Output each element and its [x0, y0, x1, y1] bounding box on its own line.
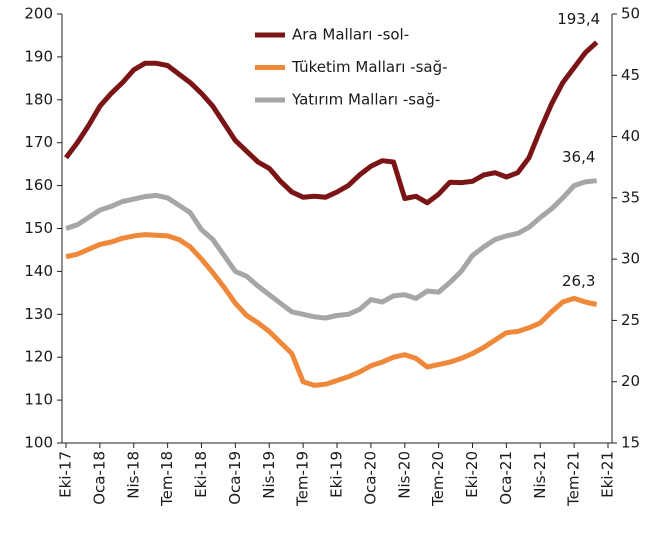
y-tick-label: 190 — [24, 47, 53, 65]
x-tick-label: Oca-21 — [497, 451, 515, 505]
legend-label: Ara Malları -sol- — [292, 26, 409, 44]
y-tick-label: 160 — [24, 176, 53, 194]
y2-tick-label: 35 — [621, 188, 640, 206]
y2-tick-label: 25 — [621, 311, 640, 329]
x-tick-label: Nis-19 — [260, 451, 278, 499]
x-tick-label: Eki-20 — [463, 451, 481, 498]
y-tick-label: 150 — [24, 219, 53, 237]
y2-tick-label: 40 — [621, 127, 640, 145]
y-tick-label: 170 — [24, 133, 53, 151]
series-line — [65, 178, 597, 321]
x-tick-label: Eki-18 — [192, 451, 210, 498]
y-tick-label: 100 — [24, 434, 53, 452]
y-tick-label: 200 — [24, 5, 53, 23]
data-label: 193,4 — [557, 10, 600, 28]
series-line — [65, 232, 598, 388]
x-tick-label: Oca-20 — [361, 451, 379, 505]
legend-label: Yatırım Malları -sağ- — [291, 91, 440, 109]
x-tick-label: Eki-17 — [57, 451, 75, 498]
x-tick-label: Oca-19 — [226, 451, 244, 505]
y2-tick-label: 20 — [621, 372, 640, 390]
y-tick-label: 130 — [24, 305, 53, 323]
data-label: 26,3 — [562, 272, 595, 290]
x-tick-label: Eki-21 — [599, 451, 617, 498]
y-tick-label: 110 — [24, 391, 53, 409]
x-tick-label: Nis-18 — [124, 451, 142, 499]
legend-label: Tüketim Malları -sağ- — [291, 58, 448, 76]
y-tick-label: 180 — [24, 90, 53, 108]
x-tick-label: Tem-18 — [158, 451, 176, 507]
data-label: 36,4 — [562, 148, 595, 166]
y2-tick-label: 30 — [621, 250, 640, 268]
x-tick-label: Tem-21 — [565, 451, 583, 507]
y-tick-label: 140 — [24, 262, 53, 280]
x-tick-label: Nis-21 — [531, 451, 549, 499]
x-tick-label: Oca-18 — [90, 451, 108, 505]
y2-tick-label: 45 — [621, 66, 640, 84]
y2-tick-label: 15 — [621, 434, 640, 452]
y-tick-label: 120 — [24, 348, 53, 366]
x-tick-label: Nis-20 — [395, 451, 413, 499]
x-tick-label: Tem-20 — [429, 451, 447, 507]
series-line — [64, 40, 599, 206]
x-tick-label: Tem-19 — [294, 451, 312, 507]
y2-tick-label: 50 — [621, 5, 640, 23]
x-tick-label: Eki-19 — [328, 451, 346, 498]
